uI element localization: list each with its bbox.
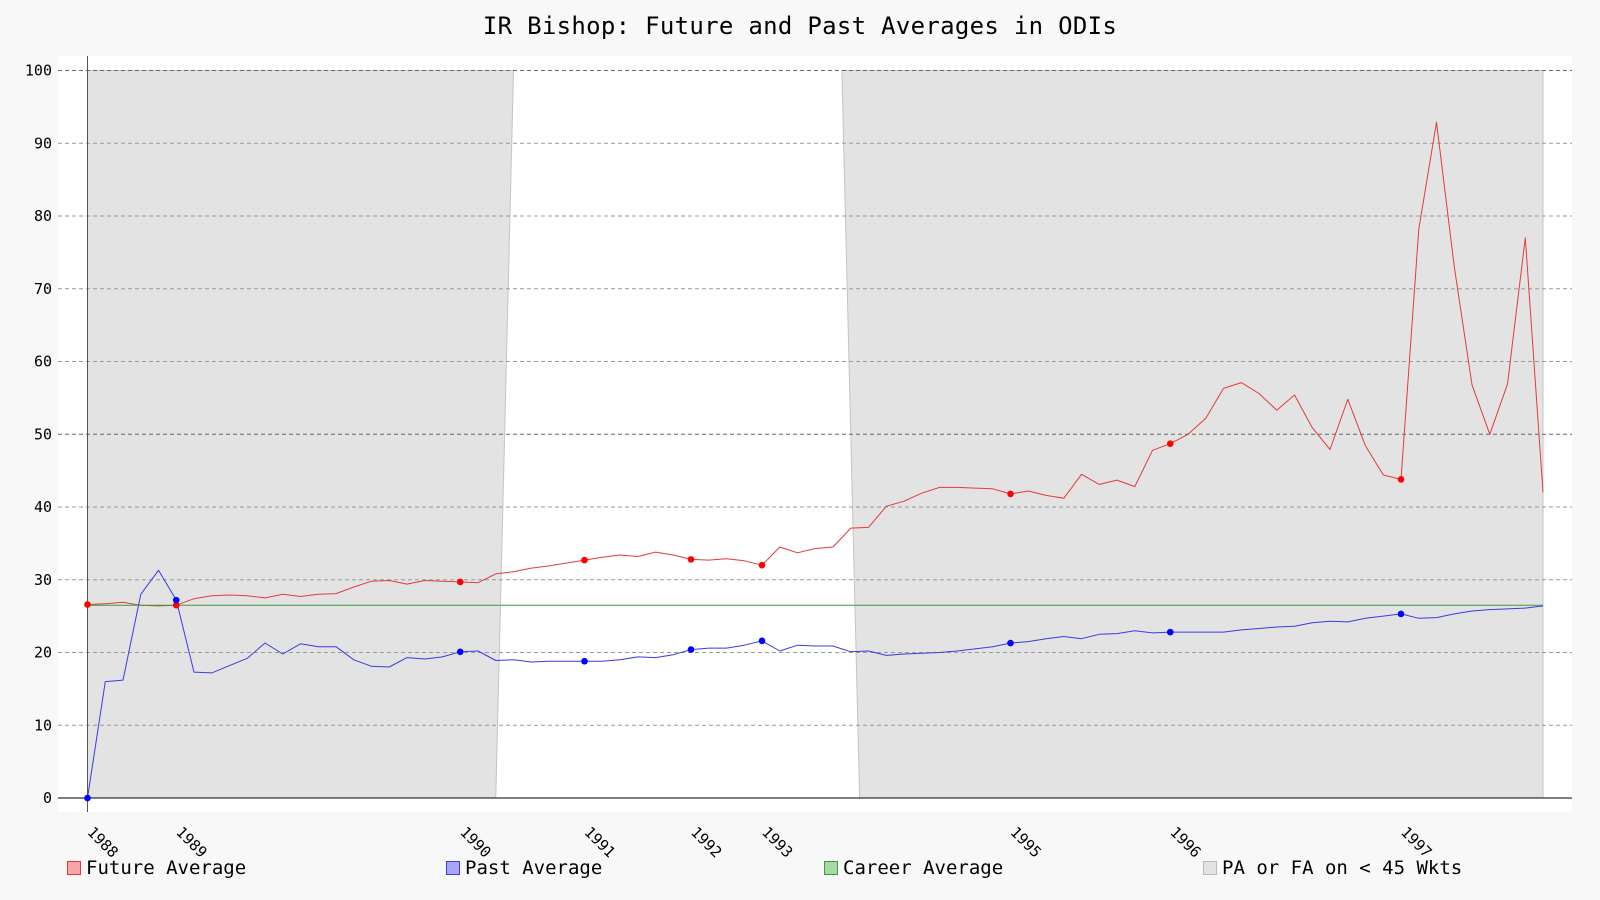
marker-past-average-0 — [84, 794, 91, 802]
marker-future-average-61 — [1166, 440, 1174, 448]
legend-swatch-shaded — [1203, 861, 1217, 875]
y-tick-label-50: 50 — [34, 425, 52, 443]
chart-legend: Future Average Past Average Career Avera… — [0, 857, 1600, 883]
series-line-future-average — [87, 121, 1544, 607]
marker-past-average-38 — [758, 637, 766, 645]
x-tick-label-1993: 1993 — [758, 823, 796, 861]
y-tick-label-10: 10 — [34, 716, 52, 734]
x-tick-label-1995: 1995 — [1007, 823, 1045, 861]
marker-future-average-34 — [687, 556, 695, 563]
marker-future-average-0 — [84, 601, 91, 608]
legend-swatch-future — [67, 861, 81, 875]
legend-label-past: Past Average — [465, 857, 603, 879]
marker-future-average-52 — [1007, 490, 1014, 498]
legend-item-past-average[interactable]: Past Average — [446, 857, 602, 879]
legend-label-career: Career Average — [843, 857, 1004, 879]
marker-future-average-5 — [172, 601, 180, 609]
x-tick-label-1988: 1988 — [84, 823, 122, 861]
legend-swatch-career — [824, 861, 838, 875]
marker-past-average-21 — [456, 648, 464, 656]
x-tick-label-1991: 1991 — [581, 823, 619, 861]
legend-label-future: Future Average — [86, 857, 247, 879]
marker-future-average-38 — [758, 561, 766, 569]
marker-past-average-74 — [1397, 610, 1405, 618]
y-tick-label-30: 30 — [34, 571, 52, 589]
legend-item-career-average[interactable]: Career Average — [824, 857, 1003, 879]
x-tick-label-1992: 1992 — [687, 823, 725, 861]
marker-past-average-28 — [581, 657, 588, 665]
y-tick-label-80: 80 — [34, 207, 52, 225]
x-tick-label-1989: 1989 — [172, 823, 210, 861]
y-tick-label-100: 100 — [25, 62, 52, 80]
marker-past-average-61 — [1166, 628, 1174, 636]
marker-future-average-21 — [456, 578, 464, 586]
marker-past-average-52 — [1007, 639, 1014, 647]
x-tick-label-1990: 1990 — [456, 823, 494, 861]
y-tick-label-70: 70 — [34, 280, 52, 298]
series-line-past-average — [87, 569, 1544, 799]
x-tick-label-1996: 1996 — [1166, 823, 1204, 861]
marker-future-average-74 — [1397, 476, 1405, 483]
legend-item-low-wickets[interactable]: PA or FA on < 45 Wkts — [1203, 857, 1462, 879]
y-tick-label-60: 60 — [34, 353, 52, 371]
legend-item-future-average[interactable]: Future Average — [67, 857, 246, 879]
y-tick-label-20: 20 — [34, 644, 52, 662]
chart-title: IR Bishop: Future and Past Averages in O… — [482, 12, 1118, 40]
marker-past-average-34 — [687, 646, 695, 653]
marker-future-average-28 — [581, 556, 588, 564]
y-tick-label-0: 0 — [43, 789, 52, 807]
y-tick-label-40: 40 — [34, 498, 52, 516]
y-tick-label-90: 90 — [34, 134, 52, 152]
marker-past-average-5 — [172, 596, 180, 604]
legend-swatch-past — [446, 861, 460, 875]
x-tick-label-1997: 1997 — [1397, 823, 1435, 861]
legend-label-shaded: PA or FA on < 45 Wkts — [1222, 857, 1463, 879]
